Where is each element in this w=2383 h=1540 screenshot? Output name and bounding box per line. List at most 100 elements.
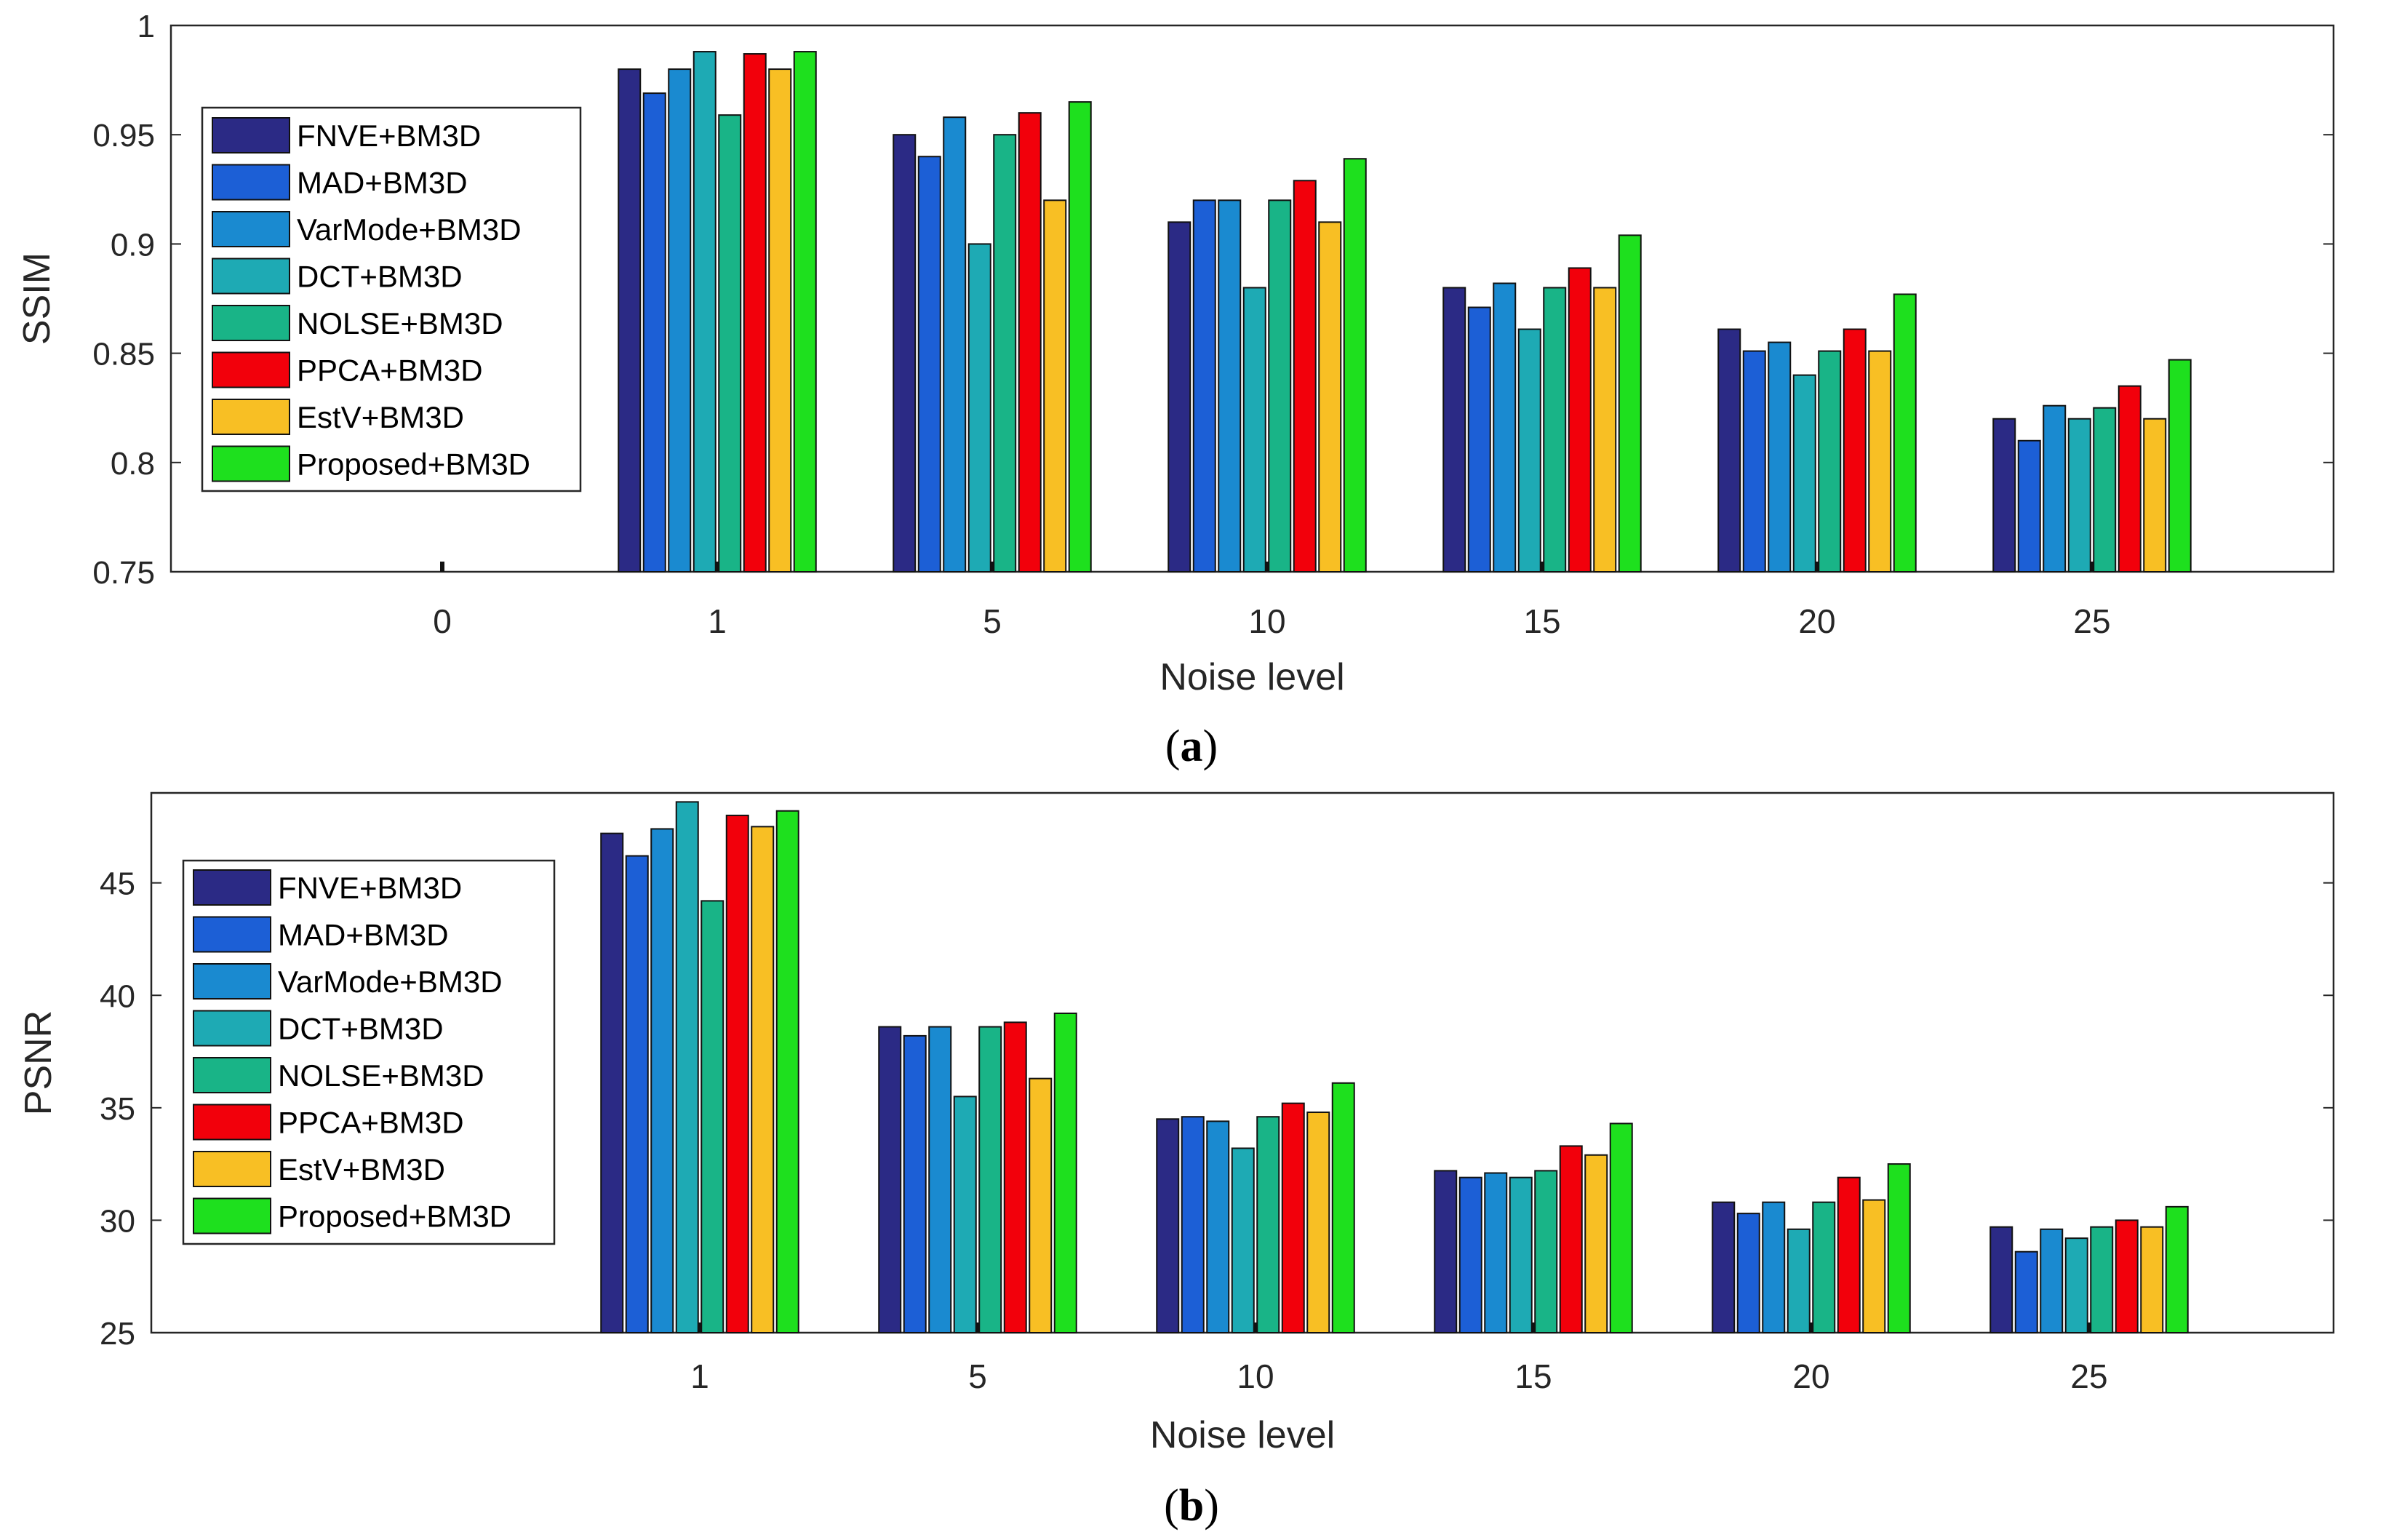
legend-swatch [212,445,290,482]
bar-fnve-bm3d-1 [600,832,624,1333]
bar-mad-bm3d-1 [642,92,666,572]
y-tick-label: 0.8 [111,446,155,482]
bar-varmode-bm3d-15 [1493,282,1517,572]
bar-fnve-bm3d-20 [1717,328,1741,572]
x-tick-label: 1 [690,1357,709,1395]
x-tick-label: 20 [1792,1357,1829,1395]
bar-fnve-bm3d-15 [1442,287,1466,572]
legend-swatch [212,258,290,295]
x-tick-label: 10 [1237,1357,1274,1395]
bar-varmode-bm3d-5 [943,116,967,572]
legend-swatch [193,1151,271,1187]
x-tick-label: 10 [1248,602,1285,640]
bar-nolse-bm3d-1 [718,114,742,572]
bar-proposed-bm3d-20 [1887,1163,1911,1333]
figure-caption: (a) [1165,722,1218,771]
bar-proposed-bm3d-5 [1068,101,1092,572]
bar-dct-bm3d-1 [692,51,717,573]
bar-proposed-bm3d-5 [1053,1012,1077,1333]
bar-dct-bm3d-25 [2067,418,2091,572]
legend-label: MAD+BM3D [297,166,468,200]
y-tick-label: 40 [100,978,135,1014]
bar-varmode-bm3d-10 [1206,1120,1230,1333]
bar-mad-bm3d-25 [2014,1250,2038,1333]
bar-proposed-bm3d-25 [2168,359,2192,572]
bar-nolse-bm3d-15 [1543,287,1567,572]
x-tick-label: 25 [2070,1357,2107,1395]
bar-varmode-bm3d-20 [1768,341,1792,572]
bar-ppca-bm3d-5 [1018,112,1042,573]
legend: FNVE+BM3D MAD+BM3D VarMode+BM3D DCT+BM3D NOL… [201,106,582,492]
x-tick-label: 0 [433,602,452,640]
bar-ppca-bm3d-10 [1293,180,1317,572]
legend-swatch [193,869,271,906]
x-tick-label: 1 [708,602,727,640]
figure-caption: (b) [1164,1481,1219,1531]
bar-dct-bm3d-5 [967,243,991,572]
legend-label: EstV+BM3D [297,400,464,434]
caption-label: b [1179,1481,1204,1531]
bar-nolse-bm3d-10 [1268,199,1292,572]
bar-varmode-bm3d-15 [1484,1172,1508,1334]
legend-label: VarMode+BM3D [278,965,503,999]
legend-label: MAD+BM3D [278,918,449,952]
bar-estv-bm3d-5 [1029,1077,1053,1334]
legend-label: FNVE+BM3D [297,119,481,153]
bar-fnve-bm3d-1 [618,68,642,572]
bar-varmode-bm3d-10 [1218,199,1242,572]
x-tick-label: 20 [1798,602,1835,640]
bar-varmode-bm3d-5 [928,1026,952,1333]
y-tick-label: 0.75 [92,555,155,591]
bar-proposed-bm3d-10 [1331,1082,1355,1333]
bar-nolse-bm3d-1 [700,900,725,1333]
x-tick-label: 15 [1523,602,1560,640]
legend-label: DCT+BM3D [278,1012,444,1046]
bar-nolse-bm3d-25 [2090,1226,2114,1333]
legend-label: PPCA+BM3D [278,1106,464,1140]
y-tick-label: 35 [100,1091,135,1127]
bar-estv-bm3d-15 [1584,1154,1608,1333]
bar-fnve-bm3d-25 [1992,418,2016,572]
bar-proposed-bm3d-10 [1343,158,1367,572]
bar-estv-bm3d-1 [768,68,792,572]
bar-ppca-bm3d-1 [725,814,749,1333]
bar-fnve-bm3d-15 [1434,1170,1458,1334]
bar-estv-bm3d-25 [2143,418,2167,572]
bar-ppca-bm3d-5 [1003,1021,1027,1333]
legend-swatch [193,963,271,1000]
bar-ppca-bm3d-25 [2115,1219,2139,1333]
legend-label: NOLSE+BM3D [278,1058,484,1093]
bar-fnve-bm3d-10 [1156,1118,1180,1333]
bar-estv-bm3d-20 [1868,350,1892,572]
bar-nolse-bm3d-25 [2093,407,2117,573]
bar-mad-bm3d-15 [1458,1176,1482,1334]
legend-label: VarMode+BM3D [297,212,522,247]
legend-label: NOLSE+BM3D [297,306,503,340]
legend-swatch [212,305,290,341]
bar-estv-bm3d-5 [1043,199,1067,572]
bar-nolse-bm3d-15 [1534,1170,1558,1334]
bar-ppca-bm3d-1 [743,53,767,572]
y-tick-label: 1 [137,9,155,44]
legend-label: FNVE+BM3D [278,871,462,905]
bar-fnve-bm3d-20 [1712,1201,1736,1334]
legend-swatch [193,1057,271,1093]
bar-fnve-bm3d-10 [1167,221,1192,572]
y-tick-label: 0.95 [92,118,155,153]
legend-label: DCT+BM3D [297,260,463,294]
bar-ppca-bm3d-20 [1843,328,1867,572]
bar-mad-bm3d-5 [903,1034,927,1334]
bar-varmode-bm3d-1 [650,828,674,1333]
bar-estv-bm3d-25 [2140,1226,2164,1333]
bar-nolse-bm3d-10 [1256,1116,1280,1333]
bar-estv-bm3d-20 [1862,1199,1886,1334]
caption-label: a [1181,722,1203,771]
bar-dct-bm3d-1 [675,801,699,1334]
bar-proposed-bm3d-25 [2165,1205,2189,1334]
bar-mad-bm3d-10 [1192,199,1216,572]
y-tick-label: 0.9 [111,227,155,263]
bar-dct-bm3d-10 [1231,1147,1255,1333]
legend-swatch [212,399,290,435]
legend-swatch [212,117,290,153]
